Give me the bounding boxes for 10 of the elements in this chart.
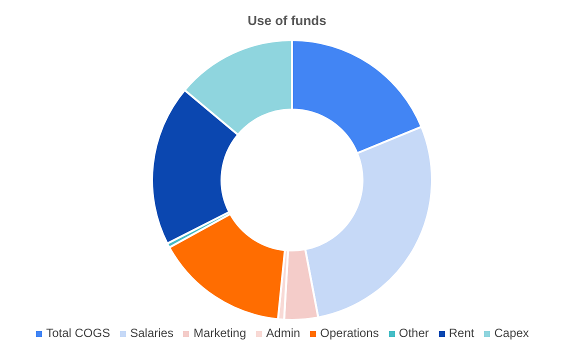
legend-label: Salaries (130, 326, 174, 340)
legend-label: Other (398, 326, 429, 340)
legend-label: Marketing (193, 326, 246, 340)
legend-label: Operations (320, 326, 379, 340)
legend-label: Admin (266, 326, 300, 340)
chart-title: Use of funds (248, 13, 326, 28)
legend-label: Total COGS (46, 326, 110, 340)
legend-label: Rent (448, 326, 474, 340)
legend-label: Capex (494, 326, 529, 340)
donut-slice (168, 212, 286, 320)
